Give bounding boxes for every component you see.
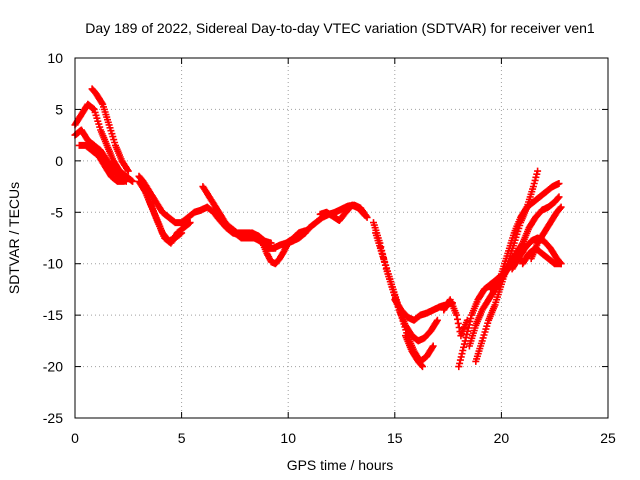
y-tick-label: 10 (47, 50, 63, 66)
y-tick-label: -10 (43, 256, 63, 272)
x-tick-label: 10 (280, 430, 296, 446)
x-axis: 0 5 10 15 20 25 (71, 58, 616, 446)
data-point-markers (527, 203, 565, 263)
x-tick-label: 0 (71, 430, 79, 446)
y-tick-label: -15 (43, 307, 63, 323)
data-point-markers (139, 183, 186, 245)
y-axis-label: SDTVAR / TECUs (6, 182, 22, 294)
data-point-markers (497, 180, 563, 278)
series-track-18 (402, 332, 426, 371)
y-tick-label: -25 (43, 410, 63, 426)
plot-border (74, 57, 609, 419)
x-tick-label: 5 (178, 430, 186, 446)
y-tick-label: -5 (51, 204, 64, 220)
series-track-19 (440, 296, 471, 340)
series-track-14 (316, 201, 369, 224)
data-point-markers (372, 229, 437, 365)
x-tick-label: 15 (387, 430, 403, 446)
y-axis: -25 -20 -15 -10 -5 0 5 10 (43, 50, 608, 426)
data-point-markers (263, 227, 309, 252)
x-tick-label: 25 (600, 430, 616, 446)
series-track-4 (88, 85, 132, 175)
series-track-12 (263, 227, 309, 252)
data-point-markers (75, 141, 128, 185)
x-tick-label: 20 (494, 430, 510, 446)
data-point-markers (440, 296, 471, 340)
series-track-24 (497, 180, 563, 278)
data-points (71, 85, 565, 371)
series-track-5 (135, 172, 205, 227)
y-tick-label: -20 (43, 359, 63, 375)
series-track-16 (372, 229, 437, 365)
y-tick-label: 0 (55, 153, 63, 169)
y-tick-label: 5 (55, 101, 63, 117)
series-track-27 (527, 203, 565, 263)
series-track-7 (139, 183, 186, 245)
data-point-markers (135, 172, 205, 227)
data-point-markers (316, 201, 369, 224)
data-point-markers (402, 332, 426, 371)
x-axis-label: GPS time / hours (287, 457, 394, 473)
series-track-3 (75, 141, 128, 185)
data-point-markers (88, 85, 132, 175)
chart-title: Day 189 of 2022, Sidereal Day-to-day VTE… (85, 20, 595, 36)
